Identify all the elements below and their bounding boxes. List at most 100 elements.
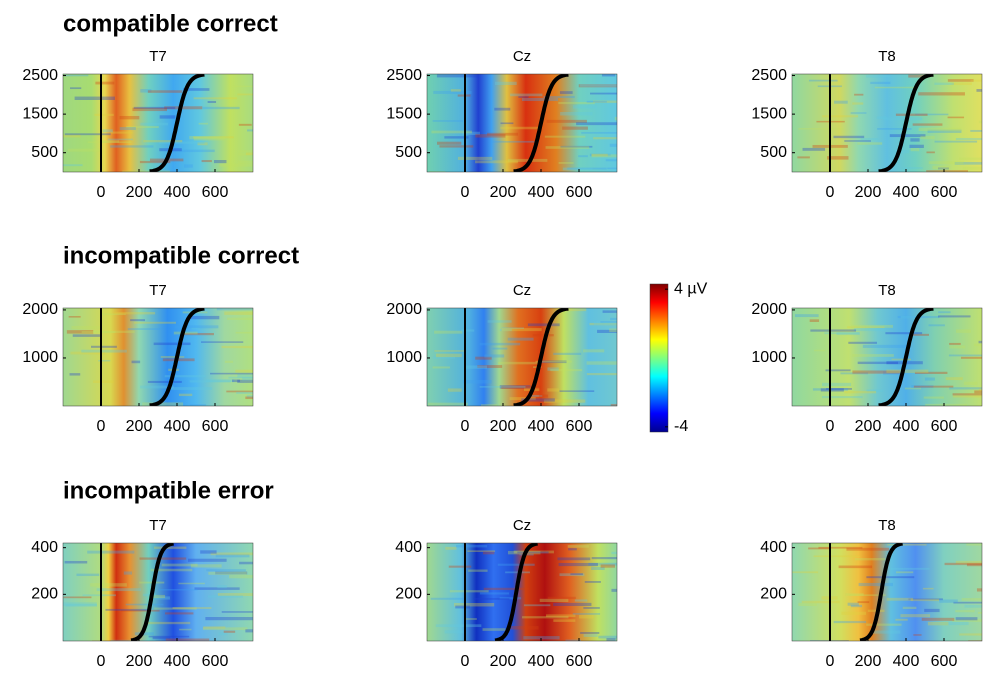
texture-streak xyxy=(857,142,883,145)
texture-streak xyxy=(457,156,493,160)
texture-streak xyxy=(94,113,114,116)
texture-streak xyxy=(217,593,253,596)
texture-streak xyxy=(578,84,617,88)
texture-streak xyxy=(139,557,187,560)
texture-streak xyxy=(949,345,966,349)
texture-streak xyxy=(142,593,157,597)
x-tick-label: 600 xyxy=(931,653,958,670)
texture-streak xyxy=(977,611,982,614)
texture-streak xyxy=(922,587,934,590)
row-title: compatible correct xyxy=(63,10,278,37)
row-title: incompatible error xyxy=(63,477,274,504)
x-tick-label: 600 xyxy=(202,653,229,670)
x-tick-label: 200 xyxy=(855,418,882,435)
texture-streak xyxy=(862,344,908,348)
texture-streak xyxy=(130,319,146,322)
electrode-title: Cz xyxy=(513,517,531,534)
texture-streak xyxy=(239,561,253,565)
texture-streak xyxy=(590,92,617,95)
x-tick-label: 600 xyxy=(202,418,229,435)
texture-streak xyxy=(588,562,617,566)
texture-streak xyxy=(849,594,886,596)
texture-streak xyxy=(158,589,198,591)
y-tick-label: 2500 xyxy=(386,67,422,84)
texture-streak xyxy=(242,377,253,381)
texture-streak xyxy=(491,140,535,143)
heatmap-panel xyxy=(62,307,254,407)
texture-streak xyxy=(966,543,982,546)
texture-streak xyxy=(518,96,529,98)
x-tick-label: 400 xyxy=(164,653,191,670)
texture-streak xyxy=(527,323,560,327)
texture-streak xyxy=(494,81,517,86)
texture-streak xyxy=(498,361,539,365)
heatmap-texture xyxy=(797,74,982,172)
rt-curve xyxy=(149,74,205,172)
x-tick-label: 400 xyxy=(528,418,555,435)
texture-streak xyxy=(461,329,475,332)
texture-streak xyxy=(487,132,519,136)
texture-streak xyxy=(891,358,911,361)
texture-streak xyxy=(74,96,115,101)
x-tick-label: 0 xyxy=(461,418,470,435)
rt-curve xyxy=(513,74,569,172)
texture-streak xyxy=(465,618,477,620)
texture-streak xyxy=(902,167,923,169)
texture-streak xyxy=(586,100,607,103)
texture-streak xyxy=(154,546,187,549)
texture-streak xyxy=(952,393,982,396)
texture-streak xyxy=(87,141,132,143)
texture-streak xyxy=(93,380,114,383)
texture-streak xyxy=(437,141,462,145)
texture-streak xyxy=(507,158,548,162)
texture-streak xyxy=(926,170,969,172)
texture-streak xyxy=(245,396,253,400)
electrode-title: T8 xyxy=(878,517,896,534)
texture-streak xyxy=(962,166,982,170)
texture-streak xyxy=(532,334,554,337)
texture-streak xyxy=(565,639,581,641)
texture-streak xyxy=(553,352,582,355)
texture-streak xyxy=(609,328,617,332)
heatmap-texture xyxy=(429,74,617,172)
texture-streak xyxy=(208,571,247,575)
texture-streak xyxy=(201,341,244,343)
texture-streak xyxy=(210,372,253,375)
y-tick-label: 1500 xyxy=(751,105,787,122)
texture-streak xyxy=(851,324,893,328)
texture-streak xyxy=(813,349,826,352)
texture-streak xyxy=(202,627,248,631)
texture-streak xyxy=(550,369,583,372)
y-tick-label: 500 xyxy=(31,144,58,161)
texture-streak xyxy=(529,394,543,397)
texture-streak xyxy=(802,147,826,151)
texture-streak xyxy=(494,107,511,111)
texture-streak xyxy=(968,640,982,641)
y-tick-label: 200 xyxy=(760,586,787,603)
y-tick-label: 400 xyxy=(395,539,422,556)
colorbar-label: 4 µV xyxy=(674,280,708,297)
y-tick-label: 500 xyxy=(395,144,422,161)
texture-streak xyxy=(809,319,820,322)
texture-streak xyxy=(910,138,920,142)
texture-streak xyxy=(223,630,236,633)
texture-streak xyxy=(477,365,503,368)
texture-streak xyxy=(428,402,468,406)
texture-streak xyxy=(847,326,885,329)
texture-streak xyxy=(560,112,593,116)
texture-streak xyxy=(444,136,469,139)
texture-streak xyxy=(462,131,480,136)
texture-streak xyxy=(188,315,220,320)
texture-streak xyxy=(944,562,982,566)
texture-streak xyxy=(227,317,253,320)
texture-streak xyxy=(580,632,600,634)
texture-streak xyxy=(593,321,617,326)
x-tick-label: 400 xyxy=(528,653,555,670)
texture-streak xyxy=(237,379,253,383)
electrode-title: T8 xyxy=(878,48,896,65)
texture-streak xyxy=(150,568,193,572)
texture-streak xyxy=(560,145,593,148)
texture-streak xyxy=(538,394,549,398)
texture-streak xyxy=(149,594,166,599)
texture-streak xyxy=(914,371,948,374)
